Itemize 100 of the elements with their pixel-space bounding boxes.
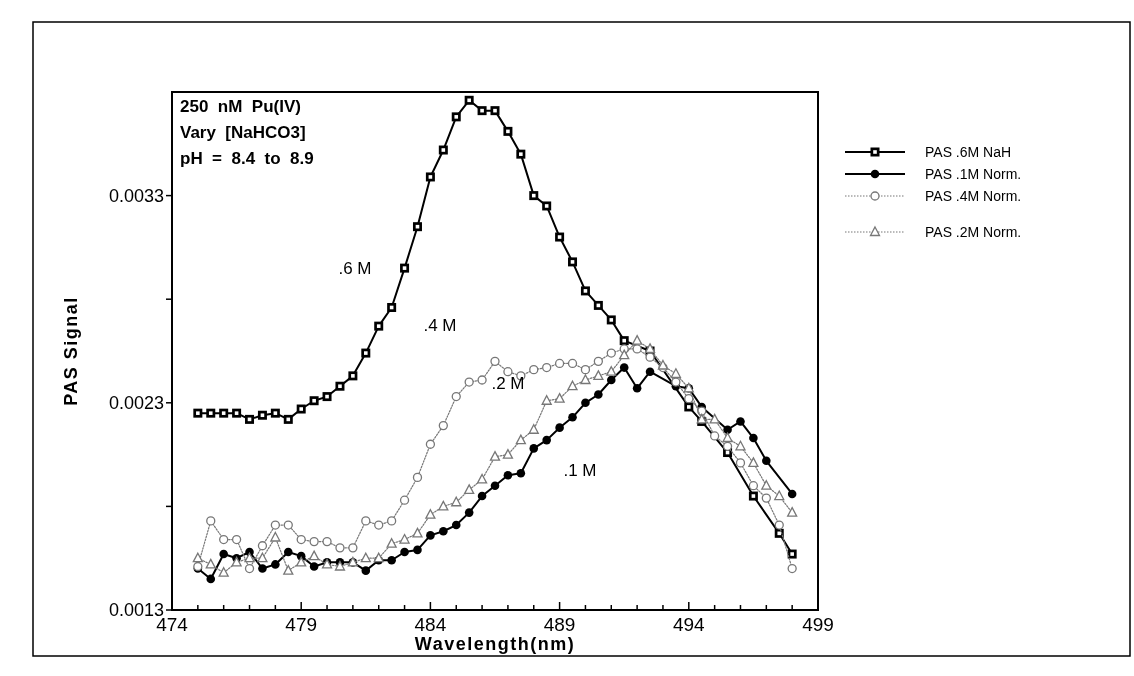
point	[749, 433, 758, 443]
x-axis-title: Wavelength(nm)	[414, 634, 576, 654]
annotation: 250 nM Pu(IV)	[180, 97, 301, 116]
point	[632, 344, 642, 354]
point	[645, 367, 655, 377]
y-tick-label: 0.0033	[108, 185, 164, 206]
point	[258, 564, 267, 573]
point	[761, 480, 772, 490]
point	[464, 377, 474, 387]
point	[567, 380, 578, 391]
legend-label: PAS .1M Norm.	[925, 165, 1022, 182]
point	[594, 390, 603, 399]
point	[762, 456, 771, 466]
point	[425, 439, 436, 449]
point	[322, 536, 332, 547]
point	[671, 377, 681, 387]
point	[489, 451, 501, 461]
point	[283, 547, 293, 557]
point	[542, 435, 551, 445]
legend-label: PAS .6M NaH	[925, 143, 1012, 160]
point	[619, 363, 629, 372]
x-tick-label: 484	[414, 614, 447, 635]
point	[192, 552, 203, 563]
point	[244, 552, 255, 563]
point	[374, 520, 384, 530]
point	[593, 370, 604, 381]
point	[502, 448, 514, 459]
point	[413, 545, 422, 555]
annotation: pH = 8.4 to 8.9	[180, 149, 314, 168]
point	[219, 549, 228, 559]
annotation: .2 M	[491, 373, 525, 393]
point	[270, 520, 281, 530]
point	[464, 484, 475, 494]
point	[490, 356, 500, 367]
point	[787, 506, 798, 517]
point	[555, 423, 564, 432]
point	[503, 471, 513, 480]
point	[606, 348, 616, 358]
point	[477, 491, 487, 501]
point	[761, 493, 771, 503]
point	[412, 527, 423, 538]
point	[334, 560, 346, 571]
point	[528, 424, 539, 434]
point	[438, 500, 449, 511]
point	[735, 458, 746, 468]
point	[206, 574, 216, 584]
point	[580, 365, 591, 375]
legend-label: PAS .4M Norm.	[925, 187, 1022, 204]
point	[386, 538, 397, 548]
point	[399, 495, 410, 505]
point	[593, 356, 604, 367]
point	[244, 563, 255, 574]
point	[515, 434, 526, 445]
point	[412, 472, 423, 483]
point	[386, 516, 397, 526]
point	[723, 425, 732, 435]
point	[387, 555, 396, 565]
point	[503, 367, 513, 377]
point	[296, 556, 307, 567]
point	[257, 541, 268, 551]
legend-label: PAS .2M Norm.	[925, 223, 1022, 240]
point	[787, 563, 797, 574]
point	[736, 417, 745, 426]
point	[722, 441, 733, 451]
point	[296, 534, 306, 545]
point	[283, 520, 293, 530]
point	[606, 366, 617, 376]
point	[283, 564, 294, 575]
point	[451, 520, 461, 530]
point	[218, 567, 229, 577]
point	[360, 552, 371, 563]
point	[631, 334, 643, 345]
point	[490, 481, 500, 490]
point	[684, 394, 694, 404]
point	[464, 508, 474, 517]
point	[270, 531, 281, 542]
point	[581, 398, 590, 408]
y-axis-title: PAS Signal	[61, 296, 81, 406]
point	[774, 520, 784, 530]
y-tick-label: 0.0023	[108, 393, 164, 414]
point	[606, 375, 616, 385]
annotation: Vary [NaHCO3]	[180, 123, 306, 142]
point	[451, 391, 461, 402]
point	[476, 473, 488, 484]
x-tick-label: 489	[543, 614, 576, 635]
point	[361, 566, 371, 575]
point	[399, 533, 410, 544]
point	[722, 432, 733, 443]
point	[516, 468, 526, 478]
point	[748, 481, 759, 491]
annotation: .4 M	[423, 315, 457, 335]
point	[309, 562, 319, 571]
point	[567, 358, 578, 369]
point	[231, 556, 242, 567]
point	[735, 440, 746, 451]
point	[632, 384, 642, 393]
x-tick-label: 479	[285, 614, 318, 635]
point	[257, 552, 268, 563]
point	[670, 368, 682, 378]
point	[205, 558, 216, 569]
